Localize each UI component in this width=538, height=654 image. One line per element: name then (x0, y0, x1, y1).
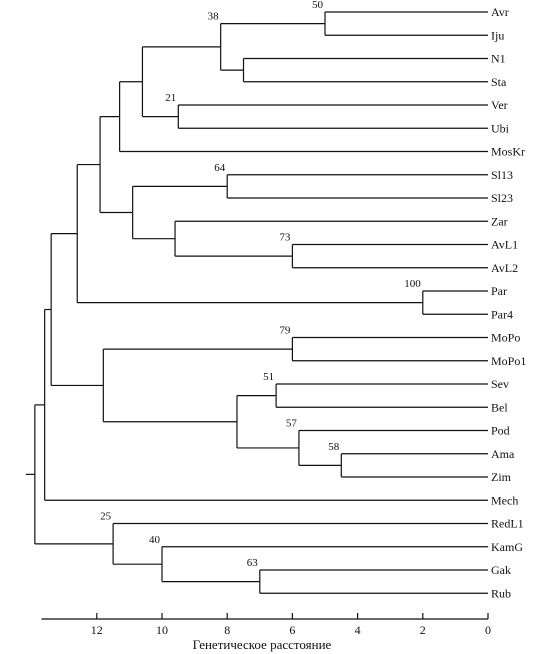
leaf-label: AvL2 (491, 261, 518, 275)
axis-tick-label: 2 (420, 623, 426, 637)
bootstrap-value: 58 (328, 441, 340, 453)
leaf-label: RedL1 (491, 517, 524, 531)
leaf-label: Ver (491, 98, 508, 112)
bootstrap-labels: 50 38 21 64 73 100 79 51 58 57 63 40 25 (100, 0, 421, 569)
bootstrap-value: 73 (279, 232, 291, 244)
axis-tick-label: 8 (224, 623, 230, 637)
bootstrap-value: 100 (404, 278, 421, 290)
leaf-label: MosKr (491, 145, 525, 159)
leaf-label: Gak (491, 563, 511, 577)
dendrogram-branches (25, 11, 488, 594)
leaf-label: AvL1 (491, 238, 518, 252)
leaf-label: Rub (491, 586, 511, 600)
bootstrap-value: 21 (165, 92, 176, 104)
leaf-label: Iju (491, 28, 504, 42)
bootstrap-value: 40 (149, 534, 161, 546)
leaf-label: Sev (491, 377, 509, 391)
bootstrap-value: 57 (286, 418, 298, 430)
distance-axis: 12 10 8 6 4 2 0 Генетическое расстояние (41, 613, 491, 652)
leaf-label: Avr (491, 5, 509, 19)
bootstrap-value: 38 (208, 11, 220, 23)
leaf-labels: Avr Iju N1 Sta Ver Ubi MosKr Sl13 Sl23 Zar AvL1 AvL… (491, 5, 526, 600)
leaf-label: Sl23 (491, 191, 513, 205)
leaf-label: Zar (491, 214, 508, 228)
leaf-label: Sl13 (491, 168, 513, 182)
axis-title: Генетическое расстояние (193, 637, 332, 652)
axis-tick-label: 0 (485, 623, 491, 637)
bootstrap-value: 50 (312, 0, 324, 11)
leaf-label: Bel (491, 400, 508, 414)
bootstrap-value: 63 (247, 557, 259, 569)
axis-tick-label: 4 (355, 623, 361, 637)
leaf-label: Sta (491, 75, 507, 89)
leaf-label: N1 (491, 52, 506, 66)
bootstrap-value: 79 (279, 325, 291, 337)
leaf-label: Pod (491, 424, 510, 438)
leaf-label: Zim (491, 470, 512, 484)
axis-tick-label: 12 (91, 623, 103, 637)
axis-tick-label: 6 (289, 623, 295, 637)
leaf-label: KamG (491, 540, 523, 554)
leaf-label: Par4 (491, 307, 513, 321)
leaf-label: Ubi (491, 121, 510, 135)
axis-ticks: 12 10 8 6 4 2 0 (91, 613, 491, 637)
leaf-label: MoPo1 (491, 354, 526, 368)
bootstrap-value: 25 (100, 511, 112, 523)
leaf-label: Ama (491, 447, 515, 461)
leaf-label: Par (491, 284, 507, 298)
bootstrap-value: 64 (214, 162, 226, 174)
bootstrap-value: 51 (263, 371, 274, 383)
axis-tick-label: 10 (156, 623, 168, 637)
leaf-label: MoPo (491, 331, 520, 345)
leaf-label: Mech (491, 493, 518, 507)
